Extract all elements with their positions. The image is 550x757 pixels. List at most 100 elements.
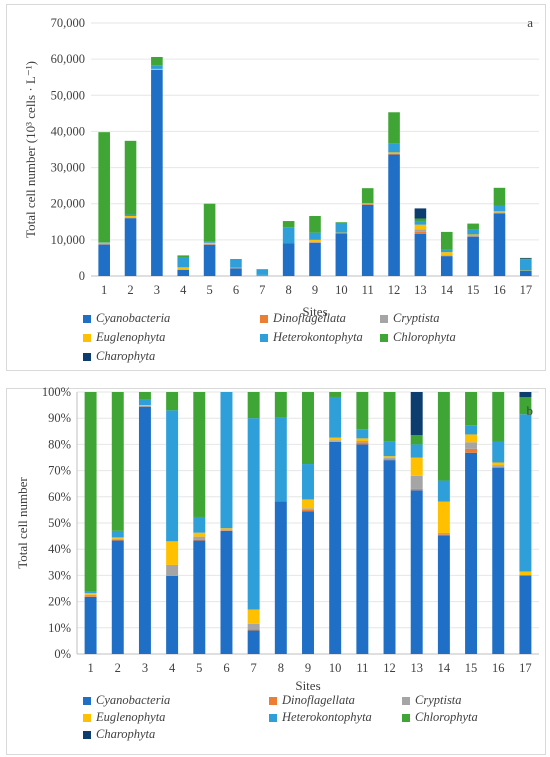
y-tick-label: 70% [48, 464, 71, 478]
bar-segment-cryptista [329, 440, 342, 442]
bar-segment-cryptista [414, 229, 427, 232]
bar-segment-euglenophyta [383, 456, 396, 459]
bar-segment-chlorophyta [247, 392, 260, 419]
bar-segment-cyanobacteria [520, 270, 532, 276]
bar-segment-dinoflagellata [414, 231, 427, 234]
bar-segment-heterokontophyta [465, 425, 478, 435]
bar-segment-cryptista [203, 243, 216, 245]
bar-segment-euglenophyta [492, 462, 505, 466]
x-tick-label: 14 [441, 283, 454, 297]
bar-segment-dinoflagellata [84, 596, 97, 597]
x-tick-label: 9 [305, 661, 311, 675]
bar-segment-cyanobacteria [437, 535, 450, 654]
bar-segment-cryptista [410, 475, 423, 489]
y-tick-label: 90% [48, 411, 71, 425]
x-tick-label: 1 [87, 661, 93, 675]
bar-segment-heterokontophyta [329, 396, 342, 438]
legend-label: Euglenophyta [96, 710, 166, 724]
legend-swatch [380, 314, 388, 323]
bar-segment-heterokontophyta [493, 205, 506, 212]
bar-segment-cyanobacteria [309, 242, 321, 276]
bar-segment-heterokontophyta [220, 392, 233, 529]
bar-segment-cyanobacteria [98, 244, 110, 276]
bar-segment-cryptista [467, 235, 479, 237]
legend-item-cryptista: Cryptista [380, 311, 440, 326]
bar-segment-chlorophyta [493, 187, 506, 206]
bar-segment-euglenophyta [177, 267, 190, 270]
bar-segment-chlorophyta [138, 392, 151, 400]
bar-segment-chlorophyta [124, 140, 137, 215]
bar-segment-heterokontophyta [282, 227, 295, 244]
legend-swatch [402, 696, 410, 705]
bar-segment-heterokontophyta [440, 249, 453, 253]
bar-segment-cyanobacteria [356, 444, 369, 654]
bar-segment-dinoflagellata [492, 466, 505, 468]
bar-segment-cyanobacteria [465, 452, 478, 654]
bar-segment-euglenophyta [193, 532, 206, 537]
bar-segment-dinoflagellata [465, 448, 478, 453]
bar-segment-charophyta [414, 208, 427, 219]
bar-segment-dinoflagellata [388, 153, 400, 155]
x-tick-label: 11 [356, 661, 368, 675]
bar-segment-heterokontophyta [138, 399, 151, 406]
bar-segment-heterokontophyta [492, 441, 505, 463]
bar-segment-euglenophyta [309, 239, 321, 242]
x-tick-label: 5 [206, 283, 212, 297]
bar-segment-cyanobacteria [84, 596, 97, 654]
x-tick-label: 7 [251, 661, 257, 675]
bar-segment-euglenophyta [203, 242, 216, 244]
bar-segment-cyanobacteria [383, 460, 396, 654]
bar-segment-cyanobacteria [282, 243, 295, 276]
bar-segment-cyanobacteria [230, 268, 242, 276]
panel-label-b: b [526, 403, 534, 418]
x-tick-label: 3 [154, 283, 160, 297]
x-tick-label: 3 [142, 661, 148, 675]
legend-item-heterokontophyta: Heterokontophyta [260, 330, 363, 345]
bar-segment-dinoflagellata [329, 441, 342, 442]
bar-segment-chlorophyta [166, 392, 179, 411]
legend-label: Charophyta [96, 349, 156, 363]
legend-swatch [83, 713, 91, 722]
bar-segment-heterokontophyta [166, 410, 179, 542]
bar-segment-cyanobacteria [335, 233, 348, 276]
x-tick-label: 13 [410, 661, 423, 675]
bar-segment-cyanobacteria [203, 244, 216, 276]
bar-segment-cryptista [356, 440, 369, 443]
bar-segment-chlorophyta [437, 392, 450, 481]
bar-segment-euglenophyta [437, 501, 450, 533]
chart-b-plot: 0%10%20%30%40%50%60%70%80%90%100%1 2 3 4 5 6 7… [15, 385, 539, 693]
bar-segment-cyanobacteria [138, 406, 151, 654]
bar-segment-chlorophyta [274, 392, 287, 418]
bar-segment-dinoflagellata [356, 442, 369, 445]
x-tick-label: 2 [115, 661, 121, 675]
legend-label: Cryptista [393, 311, 440, 325]
chart-a-plot: 0 10,000 20,000 30,000 40,000 50,000 60,000 70,… [23, 16, 539, 319]
x-tick-label: 5 [196, 661, 202, 675]
bar-segment-heterokontophyta [356, 429, 369, 439]
bar-segment-cyanobacteria [177, 269, 190, 276]
legend-item-dinoflagellata: Dinoflagellata [269, 693, 355, 708]
legend-item-cyanobacteria: Cyanobacteria [83, 693, 170, 708]
bar-segment-dinoflagellata [410, 488, 423, 491]
bar-segment-chlorophyta [492, 392, 505, 442]
bar-segment-chlorophyta [177, 255, 190, 258]
bar-segment-heterokontophyta [151, 65, 163, 69]
bar-segment-chlorophyta [193, 392, 206, 517]
y-tick-label: 30% [48, 568, 71, 582]
x-tick-label: 15 [465, 661, 478, 675]
bar-segment-cyanobacteria [193, 540, 206, 654]
y-axis-label: Total cell number [15, 477, 30, 569]
bar-segment-cryptista [440, 255, 453, 256]
x-tick-label: 12 [383, 661, 396, 675]
bar-segment-cryptista [493, 212, 506, 214]
y-tick-label: 60% [48, 490, 71, 504]
x-tick-label: 17 [519, 661, 532, 675]
bar-segment-cryptista [177, 269, 190, 270]
bar-segment-chlorophyta [361, 188, 374, 203]
bar-segment-dinoflagellata [247, 629, 260, 631]
bar-segment-euglenophyta [519, 571, 532, 576]
x-tick-label: 9 [312, 283, 318, 297]
bar-segment-heterokontophyta [302, 464, 314, 500]
bar-segment-cyanobacteria [124, 218, 137, 276]
bar-segment-chlorophyta [388, 112, 400, 144]
